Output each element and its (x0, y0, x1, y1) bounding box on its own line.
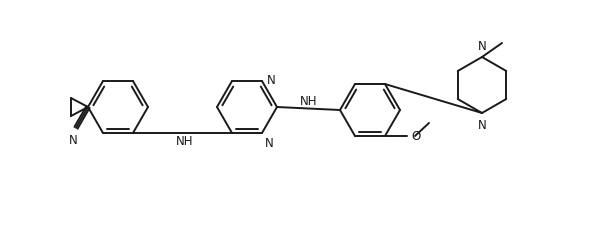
Text: NH: NH (300, 94, 317, 108)
Text: N: N (478, 119, 486, 131)
Text: N: N (478, 40, 486, 53)
Text: N: N (265, 136, 274, 149)
Text: N: N (69, 133, 77, 146)
Text: O: O (411, 130, 420, 143)
Text: N: N (267, 73, 276, 86)
Text: NH: NH (176, 135, 193, 148)
